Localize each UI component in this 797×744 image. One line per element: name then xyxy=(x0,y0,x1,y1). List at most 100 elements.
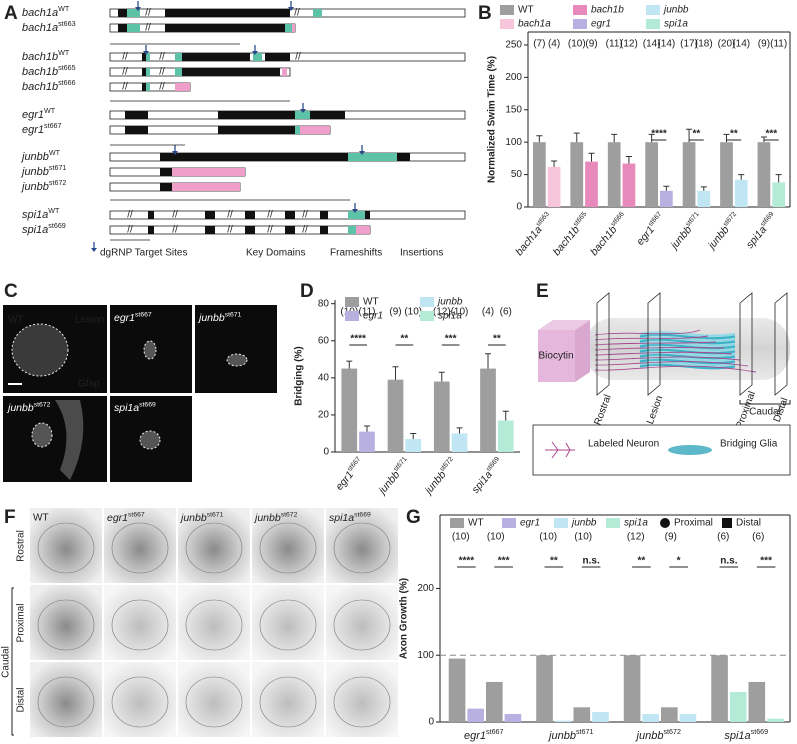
region-label: Caudal xyxy=(749,407,781,418)
gene-block xyxy=(160,168,172,176)
error-bar xyxy=(346,360,353,369)
n-label: (10) xyxy=(404,307,422,318)
n-label: (14) xyxy=(643,39,661,50)
section-plane xyxy=(739,292,753,396)
section-plane xyxy=(774,292,788,396)
allele: st672 xyxy=(439,455,455,472)
micrograph xyxy=(326,508,398,583)
panel-label: G xyxy=(406,507,421,528)
n-label: (10) xyxy=(451,307,469,318)
n-label: (6) xyxy=(717,532,729,543)
bar xyxy=(711,655,728,722)
error-bar xyxy=(723,133,730,143)
gene-block xyxy=(182,53,250,61)
target-site-arrowhead xyxy=(252,51,258,55)
significance-label: ** xyxy=(400,334,408,345)
gene-label: spi1aWT xyxy=(22,207,60,221)
bridging-glia xyxy=(639,348,736,355)
error-bar xyxy=(611,133,618,143)
target-site-arrowhead xyxy=(135,7,141,11)
x-tick-label: junbbst672 xyxy=(704,210,742,252)
bar xyxy=(682,142,696,207)
image-label: Gfap xyxy=(78,379,100,390)
n-label: (10) xyxy=(487,532,505,543)
bar xyxy=(748,681,766,722)
micrograph xyxy=(252,662,324,737)
n-label: (9) xyxy=(758,39,770,50)
gene-name: junbb xyxy=(179,512,207,524)
gene-block xyxy=(172,168,245,176)
error-bar xyxy=(738,174,745,180)
column-label: WT xyxy=(33,513,49,524)
cord-outline xyxy=(111,676,169,728)
gene-name: bach1b xyxy=(22,51,58,63)
allele: st669 xyxy=(354,511,371,518)
legend-swatch xyxy=(450,518,464,528)
cord-outline xyxy=(37,599,95,651)
bar xyxy=(547,166,561,207)
gene-name: egr1 xyxy=(22,109,44,121)
intron-break: // xyxy=(122,67,128,78)
marker-legend xyxy=(660,518,670,528)
gene-label: junbbst671 xyxy=(20,164,66,178)
gene-block xyxy=(160,153,348,161)
panel-label: B xyxy=(478,3,492,24)
bar xyxy=(757,142,771,207)
x-tick-label: bach1bst665 xyxy=(550,210,593,257)
significance-label: *** xyxy=(445,334,457,345)
micrograph xyxy=(30,585,102,660)
legend-label: WT xyxy=(363,297,379,308)
cord-outline xyxy=(333,676,391,728)
column-label: egr1st667 xyxy=(107,511,145,524)
gene-block xyxy=(295,111,310,119)
gene-block xyxy=(253,53,262,61)
error-bar xyxy=(775,174,782,183)
gene-block xyxy=(125,111,148,119)
section-plane xyxy=(647,292,661,396)
column-label: junbbst671 xyxy=(179,511,224,524)
intron-break: // xyxy=(127,210,133,221)
gene-block xyxy=(182,68,280,76)
bar xyxy=(720,142,733,207)
target-site-arrowhead xyxy=(288,7,294,11)
intron-break: // xyxy=(122,52,128,63)
gene-name: egr1 xyxy=(107,512,128,524)
panel-label: C xyxy=(4,281,18,302)
x-tick-label: junbbst672 xyxy=(421,455,459,497)
bar xyxy=(532,142,546,207)
gene-block xyxy=(348,226,356,234)
gene-block xyxy=(175,68,182,76)
allele: st669 xyxy=(485,455,501,472)
gene-name: spi1a xyxy=(114,402,139,414)
significance-label: ** xyxy=(550,556,558,567)
intron-break: // xyxy=(302,225,308,236)
gene-name: bach1a xyxy=(22,22,58,34)
micrograph xyxy=(30,508,102,583)
allele: WT xyxy=(58,5,70,13)
allele: st665 xyxy=(572,210,588,227)
legend-label: egr1 xyxy=(520,518,540,529)
gene-block xyxy=(118,24,127,32)
error-bar xyxy=(700,186,707,191)
marker-legend xyxy=(722,518,732,528)
y-tick-label: 100 xyxy=(505,137,522,148)
gene-name: junbb xyxy=(6,402,34,414)
biocytin-cube xyxy=(538,330,575,382)
panel-label: E xyxy=(536,281,549,302)
n-label: (4) xyxy=(482,307,494,318)
bar xyxy=(536,655,553,722)
y-tick-label: 60 xyxy=(318,335,330,346)
labeled-axon xyxy=(594,341,717,346)
lesion-outline xyxy=(143,340,157,360)
gene-name: junbb xyxy=(20,166,49,178)
gene-name: spi1a xyxy=(744,224,769,251)
bar xyxy=(679,713,697,722)
gene-name: bach1a xyxy=(22,7,58,19)
allele: st669 xyxy=(139,401,156,408)
cord-outline xyxy=(333,599,391,651)
gene-block xyxy=(175,83,190,91)
gene-name: junbb xyxy=(253,512,281,524)
gene-label: bach1bWT xyxy=(22,49,70,63)
gene-block xyxy=(160,183,172,191)
gene-name: bach1b xyxy=(588,224,619,258)
